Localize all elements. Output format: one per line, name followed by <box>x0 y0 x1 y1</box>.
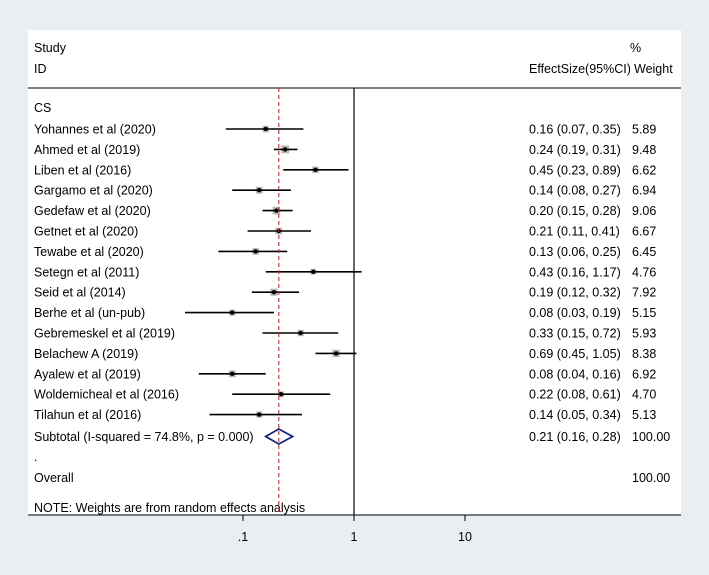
point-estimate <box>313 167 318 172</box>
subtotal-weight: 100.00 <box>632 430 670 444</box>
point-estimate <box>263 126 268 132</box>
header-study: Study <box>34 41 67 55</box>
overall-weight: 100.00 <box>632 471 670 485</box>
point-estimate <box>257 188 262 193</box>
overall-row: Overall 100.00 <box>34 471 670 485</box>
study-name: Ayalew et al (2019) <box>34 367 141 381</box>
study-ci: 0.21 (0.11, 0.41) <box>529 225 620 239</box>
x-axis-ticks: .1 1 10 <box>238 515 472 544</box>
study-ci: 0.22 (0.08, 0.61) <box>529 388 621 402</box>
study-weight: 8.38 <box>632 347 656 361</box>
subtotal-ci: 0.21 (0.16, 0.28) <box>529 430 621 444</box>
study-weight: 6.94 <box>632 184 656 198</box>
study-name: Tilahun et al (2016) <box>34 408 141 422</box>
study-name: Woldemicheal et al (2016) <box>34 388 179 402</box>
point-estimate <box>253 249 258 254</box>
header-id: ID <box>34 62 47 76</box>
table-header: Study ID % EffectSize(95%CI) Weight <box>34 41 673 76</box>
header-weight: Weight <box>634 62 673 76</box>
point-estimate <box>274 208 279 213</box>
study-ci: 0.45 (0.23, 0.89) <box>529 163 621 177</box>
study-row: Tewabe et al (2020) 0.13 (0.06, 0.25) 6.45 <box>34 245 656 259</box>
study-row: Liben et al (2016) 0.45 (0.23, 0.89) 6.62 <box>34 163 656 177</box>
study-weight: 4.70 <box>632 388 656 402</box>
study-row: Getnet et al (2020) 0.21 (0.11, 0.41) 6.67 <box>34 225 656 239</box>
study-weight: 6.62 <box>632 163 656 177</box>
study-ci: 0.14 (0.08, 0.27) <box>529 184 621 198</box>
header-percent: % <box>630 41 641 55</box>
study-ci: 0.69 (0.45, 1.05) <box>529 347 621 361</box>
study-name: Berhe et al (un-pub) <box>34 306 145 320</box>
study-weight: 4.76 <box>632 265 656 279</box>
study-ci: 0.33 (0.15, 0.72) <box>529 327 621 341</box>
x-tick-label: 1 <box>351 530 358 544</box>
subtotal-label: Subtotal (I-squared = 74.8%, p = 0.000) <box>34 430 254 444</box>
study-weight: 6.67 <box>632 225 656 239</box>
study-ci: 0.08 (0.04, 0.16) <box>529 367 621 381</box>
study-row: Berhe et al (un-pub) 0.08 (0.03, 0.19) 5.1… <box>34 306 656 320</box>
header-effect-size: EffectSize(95%CI) <box>529 62 631 76</box>
study-row: Gebremeskel et al (2019) 0.33 (0.15, 0.72… <box>34 327 656 341</box>
study-weight: 6.45 <box>632 245 656 259</box>
study-name: Tewabe et al (2020) <box>34 245 144 259</box>
study-weight: 6.92 <box>632 367 656 381</box>
study-name: Yohannes et al (2020) <box>34 123 156 137</box>
point-estimate <box>333 351 339 356</box>
overall-label: Overall <box>34 471 74 485</box>
study-weight: 5.13 <box>632 408 656 422</box>
study-weight: 9.06 <box>632 204 656 218</box>
study-weight: 9.48 <box>632 143 656 157</box>
subtotal-row: Subtotal (I-squared = 74.8%, p = 0.000) … <box>34 427 670 446</box>
study-row: Seid et al (2014) 0.19 (0.12, 0.32) 7.92 <box>34 286 656 300</box>
study-row: Setegn et al (2011) 0.43 (0.16, 1.17) 4.76 <box>34 265 656 279</box>
study-name: Ahmed et al (2019) <box>34 143 140 157</box>
point-estimate <box>257 412 262 417</box>
study-ci: 0.13 (0.06, 0.25) <box>529 245 621 259</box>
study-weight: 5.15 <box>632 306 656 320</box>
pooled-diamond <box>263 427 295 446</box>
study-ci: 0.14 (0.05, 0.34) <box>529 408 621 422</box>
study-name: Setegn et al (2011) <box>34 265 139 279</box>
study-name: Gargamo et al (2020) <box>34 184 153 198</box>
study-name: Belachew A (2019) <box>34 347 138 361</box>
point-estimate <box>230 310 235 315</box>
study-name: Gebremeskel et al (2019) <box>34 327 175 341</box>
separator-dot: . <box>34 450 37 464</box>
study-rows: Yohannes et al (2020) 0.16 (0.07, 0.35) 5.… <box>34 123 656 423</box>
note-text: NOTE: Weights are from random effects an… <box>34 501 305 515</box>
study-row: Gargamo et al (2020) 0.14 (0.08, 0.27) 6.9… <box>34 184 656 198</box>
study-ci: 0.19 (0.12, 0.32) <box>529 286 621 300</box>
point-estimate <box>283 147 288 152</box>
study-name: Getnet et al (2020) <box>34 225 138 239</box>
study-name: Gedefaw et al (2020) <box>34 204 151 218</box>
study-row: Ahmed et al (2019) 0.24 (0.19, 0.31) 9.48 <box>34 143 656 157</box>
study-ci: 0.20 (0.15, 0.28) <box>529 204 621 218</box>
point-estimate <box>230 371 235 376</box>
x-tick-label: 10 <box>458 530 472 544</box>
study-row: Belachew A (2019) 0.69 (0.45, 1.05) 8.38 <box>34 347 656 361</box>
study-row: Yohannes et al (2020) 0.16 (0.07, 0.35) 5.… <box>34 123 656 137</box>
study-ci: 0.16 (0.07, 0.35) <box>529 123 621 137</box>
point-estimate <box>278 392 284 397</box>
study-row: Ayalew et al (2019) 0.08 (0.04, 0.16) 6.92 <box>34 367 656 381</box>
point-estimate <box>271 290 277 295</box>
group-label: CS <box>34 101 51 115</box>
study-row: Gedefaw et al (2020) 0.20 (0.15, 0.28) 9.0… <box>34 204 656 218</box>
study-ci: 0.24 (0.19, 0.31) <box>529 143 621 157</box>
x-tick-label: .1 <box>238 530 248 544</box>
study-name: Liben et al (2016) <box>34 163 131 177</box>
study-name: Seid et al (2014) <box>34 286 126 300</box>
study-row: Woldemicheal et al (2016) 0.22 (0.08, 0.6… <box>34 388 656 402</box>
point-estimate <box>298 330 303 336</box>
study-weight: 7.92 <box>632 286 656 300</box>
study-row: Tilahun et al (2016) 0.14 (0.05, 0.34) 5.1… <box>34 408 656 422</box>
study-ci: 0.08 (0.03, 0.19) <box>529 306 621 320</box>
point-estimate <box>311 269 316 274</box>
study-weight: 5.89 <box>632 123 656 137</box>
study-ci: 0.43 (0.16, 1.17) <box>529 265 621 279</box>
study-weight: 5.93 <box>632 327 656 341</box>
